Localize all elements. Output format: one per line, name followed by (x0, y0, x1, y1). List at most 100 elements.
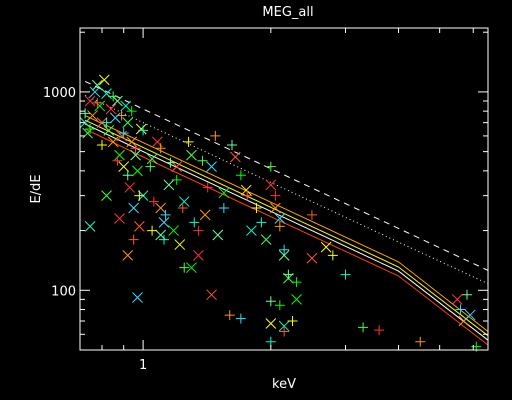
x-axis-label: keV (272, 377, 296, 392)
x-marker (171, 161, 183, 173)
x-marker (206, 161, 217, 173)
plus-marker (306, 209, 317, 220)
x-marker (89, 86, 101, 98)
plus-marker (147, 225, 158, 236)
plus-marker (242, 190, 253, 201)
model-curve-dashed (84, 80, 489, 271)
plus-marker (256, 217, 267, 228)
model-curve-solid (84, 128, 489, 346)
plus-marker (193, 225, 204, 236)
y-tick-label: 100 (51, 284, 76, 299)
x-marker (130, 149, 141, 161)
x-marker (306, 252, 318, 264)
plus-marker (374, 325, 385, 336)
plus-marker (279, 244, 290, 255)
plus-marker (130, 143, 141, 154)
model-curves (84, 80, 489, 346)
plus-marker (202, 182, 213, 193)
plus-marker (197, 155, 208, 166)
x-marker (107, 136, 119, 148)
x-marker (265, 179, 277, 191)
plus-marker (415, 336, 426, 347)
plot-frame (79, 27, 489, 351)
plus-marker (274, 300, 285, 311)
x-marker (135, 123, 147, 135)
x-marker (126, 136, 138, 148)
x-marker (114, 149, 125, 161)
axis-ticks: 1 100 1000 (43, 28, 488, 373)
x-marker (158, 217, 170, 228)
plus-marker (226, 140, 237, 151)
plus-marker (112, 155, 123, 166)
x-marker (199, 209, 211, 221)
plus-marker (274, 221, 285, 232)
plus-marker (85, 124, 96, 135)
x-marker (218, 187, 230, 199)
x-marker (101, 190, 112, 201)
x-marker (124, 182, 136, 193)
plus-marker (177, 202, 188, 213)
x-marker (112, 95, 123, 107)
x-marker (84, 221, 96, 232)
x-marker (174, 239, 186, 250)
x-marker (274, 213, 286, 224)
x-marker (103, 125, 115, 136)
y-axis-label: E/dE (29, 174, 44, 203)
x-marker (132, 292, 143, 303)
x-marker (193, 250, 204, 261)
plus-marker (101, 117, 112, 128)
x-marker (84, 95, 96, 107)
plus-marker (118, 128, 129, 139)
plus-marker (327, 250, 338, 261)
x-marker (178, 196, 190, 207)
x-marker (451, 294, 463, 305)
plus-marker (235, 170, 246, 181)
plus-marker (160, 209, 171, 220)
plus-marker (80, 108, 91, 119)
plus-marker (126, 106, 137, 117)
plus-marker (108, 91, 119, 102)
plus-marker (189, 217, 200, 228)
x-marker (114, 213, 125, 224)
x-marker (109, 112, 121, 124)
x-marker (163, 179, 175, 191)
x-marker (128, 202, 140, 214)
x-marker (101, 88, 112, 100)
plus-marker (155, 143, 166, 154)
x-marker (134, 221, 145, 232)
x-marker (240, 184, 252, 196)
plus-marker (283, 269, 294, 280)
plus-marker (265, 161, 276, 172)
plus-marker (358, 322, 369, 333)
plus-marker (158, 234, 169, 245)
plus-marker (148, 196, 159, 207)
x-marker (260, 234, 272, 246)
plus-marker (279, 326, 290, 337)
plus-marker (145, 161, 156, 172)
plus-marker (171, 174, 182, 185)
model-curve-dotted (84, 94, 489, 285)
x-marker (132, 165, 143, 177)
plus-marker (270, 190, 281, 201)
x-marker (122, 250, 134, 261)
x-marker (87, 110, 98, 121)
plus-marker (165, 157, 176, 168)
x-marker (270, 202, 281, 214)
x-marker (91, 79, 103, 91)
x-marker (116, 130, 127, 142)
x-marker (320, 241, 332, 253)
x-marker (206, 289, 217, 301)
y-tick-label: 1000 (43, 86, 76, 101)
x-marker (212, 229, 224, 241)
plus-marker (92, 97, 103, 108)
x-marker (278, 320, 290, 332)
plus-marker (218, 202, 229, 213)
x-marker (278, 250, 290, 261)
plus-marker (116, 110, 127, 121)
x-marker (168, 225, 179, 236)
x-marker (82, 127, 93, 139)
x-marker (265, 318, 277, 329)
plus-marker (134, 190, 145, 201)
x-marker (464, 309, 476, 321)
